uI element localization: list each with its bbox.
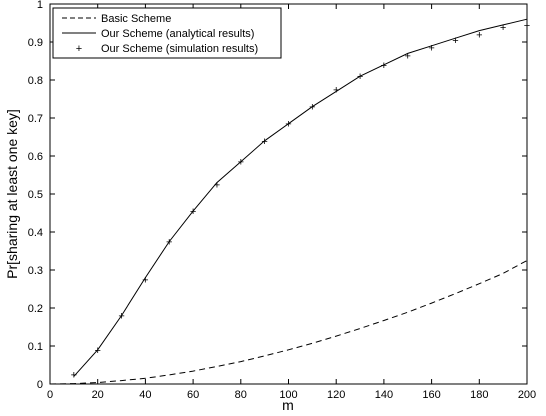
y-tick-label: 0.5 <box>28 189 43 201</box>
plot-frame <box>49 3 528 385</box>
marker-our-scheme-simulation-results: + <box>71 370 77 382</box>
marker-our-scheme-simulation-results: + <box>405 50 411 62</box>
y-tick-label: 0.4 <box>28 227 43 239</box>
marker-our-scheme-simulation-results: + <box>285 119 291 131</box>
y-tick-label: 0.3 <box>28 265 43 277</box>
y-tick-label: 0.1 <box>28 341 43 353</box>
legend-label-basic-scheme: Basic Scheme <box>101 13 171 25</box>
series-line-basic-scheme <box>49 260 528 385</box>
marker-our-scheme-simulation-results: + <box>118 311 124 323</box>
marker-our-scheme-simulation-results: + <box>166 237 172 249</box>
series-layer: + + + + + + + + + + + + + + + + + + + + <box>49 18 530 385</box>
legend-label-simulation: Our Scheme (simulation results) <box>101 43 258 55</box>
y-tick-label: 0 <box>37 379 43 391</box>
marker-our-scheme-simulation-results: + <box>309 102 315 114</box>
y-tick-label: 0.7 <box>28 113 43 125</box>
y-tick-label: 1 <box>37 0 43 11</box>
y-tick-label: 0.2 <box>28 303 43 315</box>
tick-labels: 0 20 40 60 80 100 120 140 160 180 200 0 0.1 0.2 0.3 0.4… <box>28 0 536 401</box>
legend-label-analytical: Our Scheme (analytical results) <box>101 28 254 40</box>
x-tick-label: 0 <box>47 389 53 401</box>
marker-our-scheme-simulation-results: + <box>452 35 458 47</box>
y-tick-label: 0.8 <box>28 75 43 87</box>
y-axis-label: Pr[sharing at least one key] <box>4 109 20 279</box>
x-tick-label: 20 <box>92 389 104 401</box>
x-axis-label: m <box>282 397 294 413</box>
legend: Basic Scheme Our Scheme (analytical resu… <box>52 7 282 59</box>
legend-swatch-simulation: + <box>76 43 82 55</box>
x-tick-label: 180 <box>470 389 488 401</box>
marker-our-scheme-simulation-results: + <box>214 180 220 192</box>
marker-our-scheme-simulation-results: + <box>500 22 506 34</box>
x-tick-label: 80 <box>235 389 247 401</box>
marker-our-scheme-simulation-results: + <box>333 85 339 97</box>
x-tick-label: 60 <box>187 389 199 401</box>
marker-our-scheme-simulation-results: + <box>381 60 387 72</box>
x-tick-label: 200 <box>518 389 536 401</box>
marker-our-scheme-simulation-results: + <box>357 71 363 83</box>
x-tick-label: 40 <box>139 389 151 401</box>
marker-our-scheme-simulation-results: + <box>476 29 482 41</box>
marker-our-scheme-simulation-results: + <box>94 345 100 357</box>
marker-our-scheme-simulation-results: + <box>261 136 267 148</box>
x-tick-label: 140 <box>375 389 393 401</box>
x-tick-label: 120 <box>327 389 345 401</box>
series-line-our-scheme-analytical-results <box>73 18 528 377</box>
x-tick-label: 100 <box>279 389 297 401</box>
marker-our-scheme-simulation-results: + <box>428 43 434 55</box>
x-tick-label: 160 <box>422 389 440 401</box>
marker-our-scheme-simulation-results: + <box>190 206 196 218</box>
marker-our-scheme-simulation-results: + <box>238 157 244 169</box>
y-tick-label: 0.9 <box>28 37 43 49</box>
marker-our-scheme-simulation-results: + <box>524 20 530 32</box>
y-tick-label: 0.6 <box>28 151 43 163</box>
marker-our-scheme-simulation-results: + <box>142 275 148 287</box>
